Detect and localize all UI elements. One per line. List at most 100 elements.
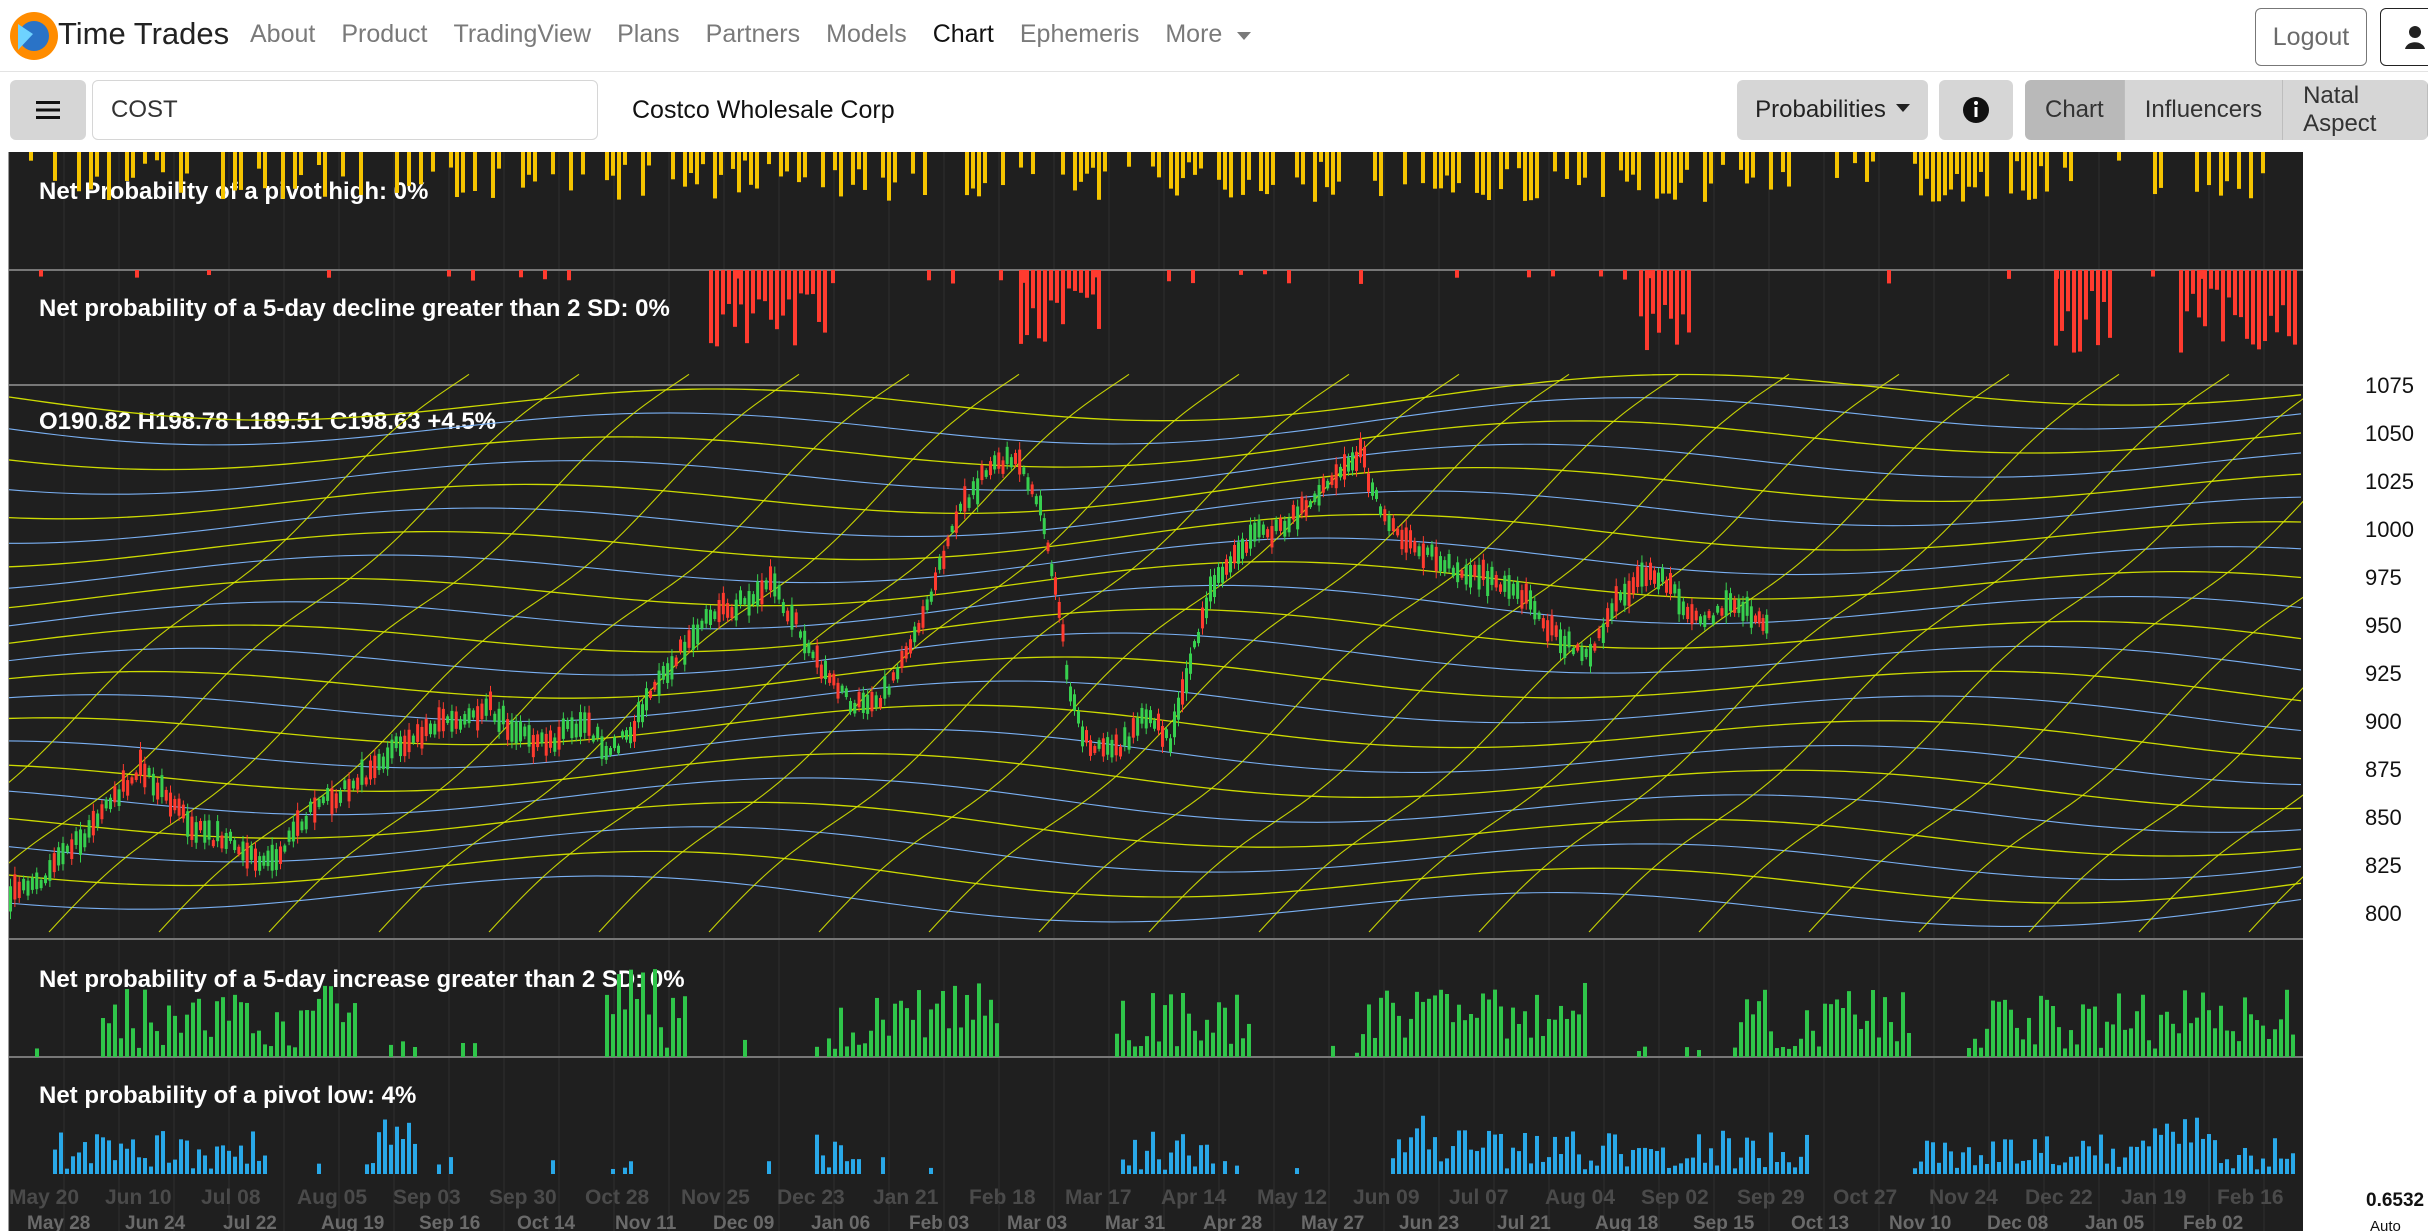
pivot-low-bar — [203, 1155, 207, 1174]
pivot-high-bar — [2249, 152, 2253, 199]
pivot-low-bar — [2171, 1131, 2175, 1174]
symbol-input[interactable]: COST — [92, 80, 598, 140]
nav-more[interactable]: More — [1165, 20, 1252, 49]
increase-bar — [1457, 1004, 1461, 1057]
pivot-low-bar — [2177, 1143, 2181, 1174]
chart-svg[interactable]: Net Probability of a pivot high: 0%Net p… — [9, 152, 2304, 1231]
tab-chart[interactable]: Chart — [2025, 80, 2125, 140]
pivot-low-bar — [1745, 1137, 1749, 1174]
candle — [139, 749, 142, 776]
decline-bar — [2269, 270, 2273, 316]
candle — [1169, 738, 1172, 753]
pivot-low-bar — [125, 1148, 129, 1174]
pivot-high-bar — [1373, 152, 1377, 181]
pivot-low-bar — [1475, 1151, 1479, 1174]
pivot-low-bar — [1919, 1161, 1923, 1174]
candle — [416, 724, 420, 742]
candle — [1761, 618, 1765, 631]
candle — [1057, 601, 1061, 618]
decline-bar — [1657, 270, 1661, 333]
decline-bar-small — [447, 270, 451, 277]
nav-partners[interactable]: Partners — [705, 20, 801, 48]
chart-canvas[interactable]: Net Probability of a pivot high: 0% Net p… — [8, 152, 2304, 1231]
pivot-high-bar — [473, 152, 477, 191]
candle — [1355, 451, 1358, 471]
candle — [1065, 664, 1069, 680]
app-title[interactable]: Time Trades — [58, 16, 230, 51]
date-label-bottom-9: Feb 03 — [909, 1213, 969, 1231]
pivot-high-bar — [1061, 152, 1065, 175]
tab-influencers[interactable]: Influencers — [2124, 80, 2284, 140]
pivot-low-bar — [2081, 1140, 2085, 1174]
pivot-high-bar — [2117, 152, 2121, 161]
pivot-low-bar — [1793, 1167, 1797, 1174]
nav-product[interactable]: Product — [341, 20, 428, 48]
pivot-low-bar — [239, 1145, 243, 1174]
pivot-low-bar — [1979, 1155, 1983, 1174]
user-button[interactable] — [2380, 8, 2428, 66]
candle — [1326, 480, 1330, 489]
decline-bar — [823, 270, 827, 333]
logout-button[interactable]: Logout — [2255, 8, 2367, 66]
pivot-high-bar — [581, 152, 585, 175]
decline-label: Net probability of a 5-day decline great… — [39, 295, 670, 322]
pivot-low-bar — [1451, 1146, 1455, 1174]
candle — [637, 702, 640, 723]
nav-models[interactable]: Models — [826, 20, 907, 48]
pivot-low-bar — [2267, 1166, 2271, 1174]
pivot-high-bar — [671, 152, 675, 180]
increase-bar — [1775, 1048, 1779, 1057]
candle — [1119, 746, 1122, 757]
increase-bar — [1367, 1004, 1371, 1057]
candle — [1757, 611, 1761, 624]
price-curve — [9, 420, 2302, 471]
increase-bar — [1511, 1007, 1515, 1057]
probabilities-dropdown[interactable]: Probabilities — [1737, 80, 1928, 140]
candle — [661, 666, 665, 680]
increase-bar — [311, 1010, 315, 1057]
increase-bar — [2213, 1028, 2217, 1057]
price-curve — [9, 632, 2302, 676]
pivot-low-bar — [221, 1145, 225, 1174]
decline-bar — [817, 270, 821, 322]
candle — [1499, 584, 1502, 592]
pivot-low-bar — [1541, 1161, 1545, 1174]
nav-ephemeris[interactable]: Ephemeris — [1019, 20, 1140, 48]
pivot-high-bar — [1973, 152, 1977, 188]
pivot-high-bar — [1451, 152, 1455, 193]
pivot-high-bar — [1685, 152, 1689, 170]
pivot-high-bar — [1031, 152, 1035, 175]
decline-bar — [1675, 270, 1679, 345]
candle — [1571, 648, 1575, 655]
decline-bar — [2203, 270, 2207, 327]
pivot-low-bar — [1589, 1160, 1593, 1174]
increase-bar — [683, 996, 687, 1057]
nav-plans[interactable]: Plans — [617, 20, 680, 48]
nav-chart[interactable]: Chart — [932, 20, 994, 48]
pivot-low-bar — [233, 1156, 237, 1174]
scale-mode: Auto — [2370, 1218, 2401, 1231]
decline-bar-small — [735, 270, 739, 279]
increase-bar — [1175, 1046, 1179, 1057]
logo-icon — [10, 12, 58, 60]
tab-natal-aspect[interactable]: Natal Aspect — [2283, 80, 2428, 140]
candle — [467, 708, 471, 724]
pivot-low-bar — [1685, 1158, 1689, 1174]
candle — [1754, 615, 1757, 623]
nav-tradingview[interactable]: TradingView — [453, 20, 592, 48]
candle — [270, 844, 274, 871]
increase-bar — [995, 1023, 999, 1057]
nav-about[interactable]: About — [250, 20, 316, 48]
increase-bar — [1793, 1046, 1797, 1057]
menu-button[interactable] — [10, 80, 86, 140]
candle — [1157, 713, 1160, 731]
symbol-value: COST — [111, 96, 178, 123]
increase-bar — [1505, 1038, 1509, 1057]
info-button[interactable] — [1939, 80, 2013, 140]
candle — [1567, 631, 1571, 648]
pivot-high-bar — [767, 152, 771, 165]
candle — [1321, 478, 1325, 493]
candle — [1469, 564, 1472, 588]
increase-bar — [1235, 994, 1239, 1057]
chevron-down-icon — [1895, 104, 1910, 112]
